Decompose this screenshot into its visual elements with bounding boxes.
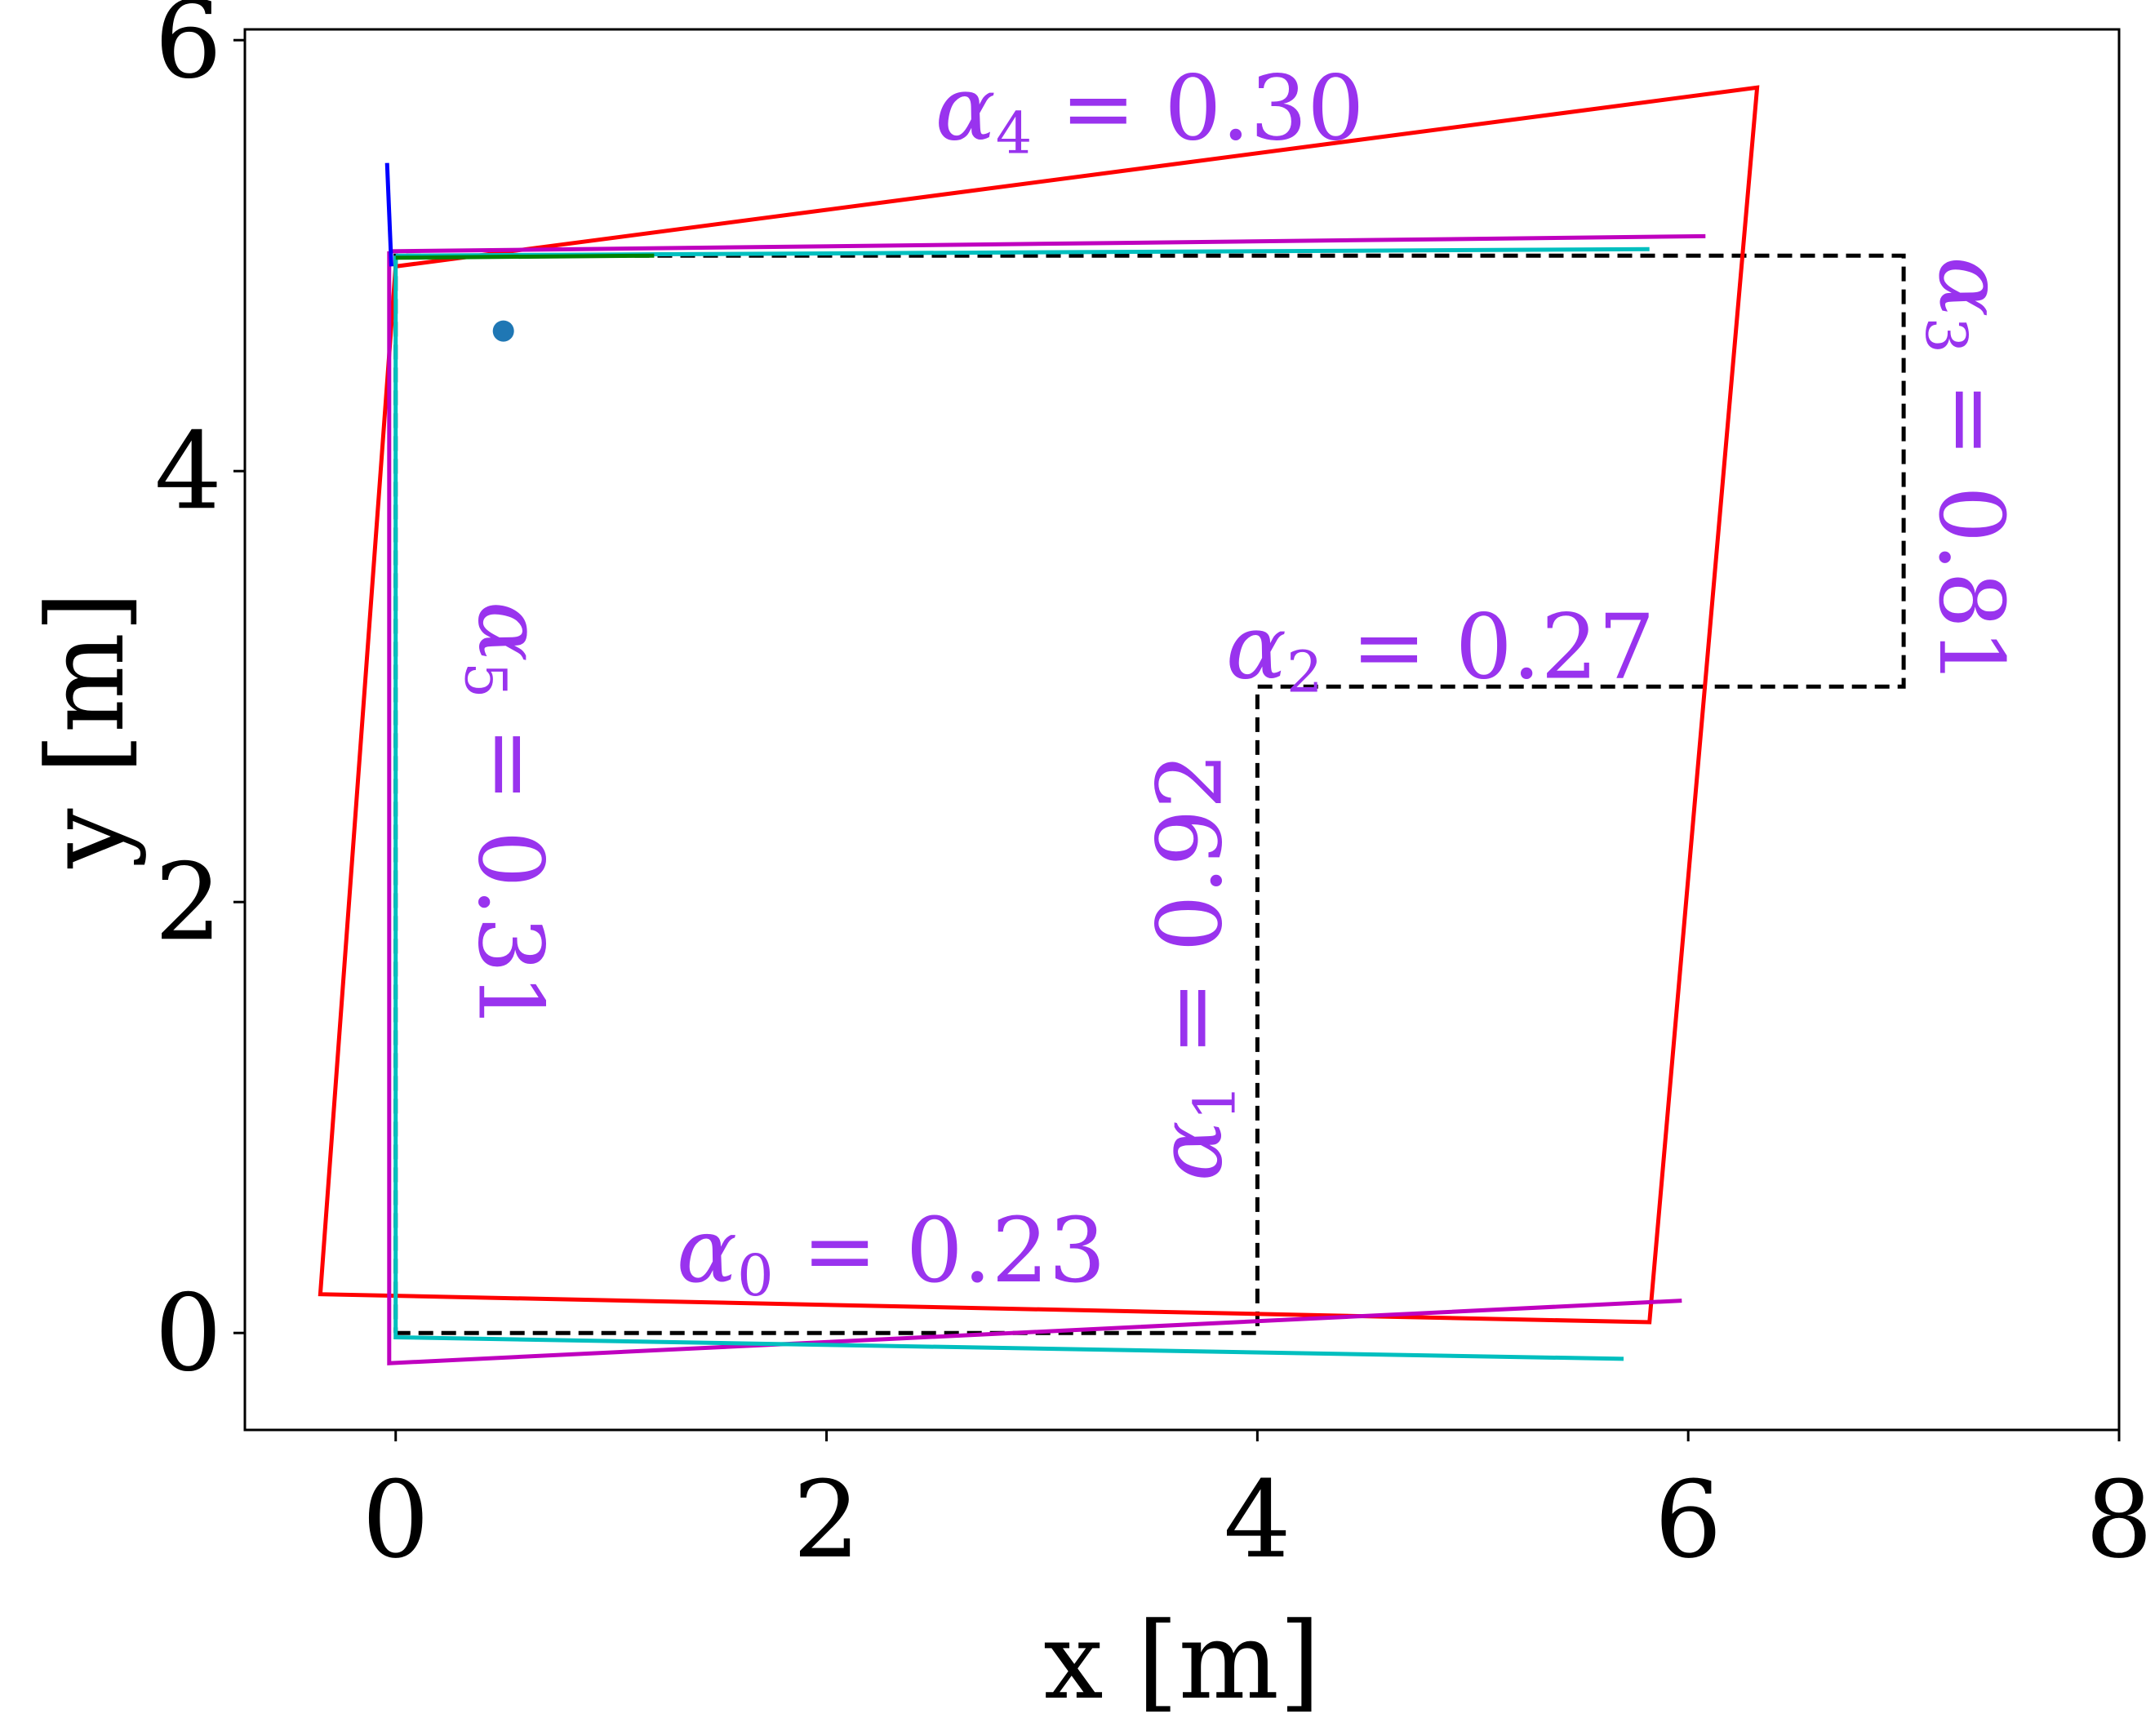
axes-frame: [243, 28, 2121, 1432]
x-tick-label: 6: [1655, 1458, 1722, 1582]
y-axis-label: y [m]: [24, 591, 148, 868]
y-tick-label: 0: [154, 1271, 222, 1395]
series-line-1: [318, 85, 1760, 1325]
alpha-3-greek: α: [1919, 256, 2024, 317]
plot-area: [318, 85, 1906, 1365]
alpha-4-greek: α: [935, 55, 995, 160]
alpha-0-greek: α: [677, 1198, 737, 1303]
alpha-1-value: = 0.92: [1137, 752, 1242, 1084]
x-tick-label: 8: [2086, 1458, 2146, 1582]
series-line-6: [384, 162, 393, 267]
alpha-5-value: = 0.31: [459, 699, 563, 1031]
alpha-5-label: α5 = 0.31: [452, 602, 563, 1031]
x-tick-label: 4: [1224, 1458, 1291, 1582]
x-axis-label: x [m]: [1043, 1599, 1320, 1723]
alpha-3-label: α3 = 0.81: [1913, 256, 2024, 686]
x-tick-label: 0: [362, 1458, 429, 1582]
alpha-1-subscript: 1: [1181, 1084, 1248, 1121]
series-line-5: [393, 255, 1624, 1361]
alpha-2-value: = 0.27: [1323, 594, 1655, 699]
alpha-3-value: = 0.81: [1919, 353, 2024, 686]
alpha-2-greek: α: [1226, 594, 1286, 699]
alpha-1-greek: α: [1137, 1121, 1242, 1181]
series-line-7: [395, 253, 655, 260]
alpha-0-subscript: 0: [737, 1242, 774, 1309]
alpha-0-label: α0 = 0.23: [677, 1198, 1106, 1309]
axis-ticks: 0 2 4 6 8 0 2 4 6: [154, 0, 2146, 1582]
y-tick-label: 2: [154, 840, 222, 964]
alpha-0-value: = 0.23: [774, 1198, 1106, 1303]
alpha-4-label: α4 = 0.30: [935, 55, 1364, 166]
alpha-3-subscript: 3: [1913, 317, 1979, 354]
alpha-4-value: = 0.30: [1032, 55, 1364, 160]
alpha-5-subscript: 5: [452, 662, 519, 699]
alpha-2-subscript: 2: [1286, 639, 1323, 706]
alpha-5-greek: α: [459, 602, 563, 662]
alpha-1-label: α1 = 0.92: [1137, 752, 1248, 1181]
series-line-2: [389, 233, 1706, 254]
x-tick-label: 2: [793, 1458, 860, 1582]
y-tick-label: 6: [154, 0, 222, 102]
alpha-2-label: α2 = 0.27: [1226, 594, 1655, 705]
alpha-4-subscript: 4: [996, 100, 1033, 167]
data-point-0: [492, 320, 514, 342]
series-line-3: [387, 251, 1682, 1365]
y-tick-label: 4: [154, 409, 222, 533]
